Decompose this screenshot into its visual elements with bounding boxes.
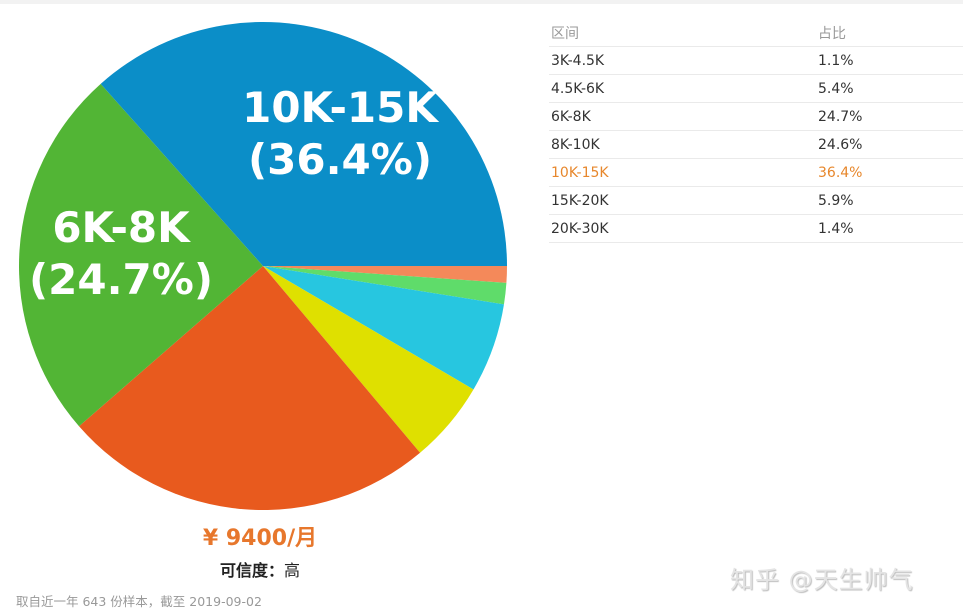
slice-label: 6K-8K	[52, 203, 191, 252]
pie-svg: 10K-15K(36.4%) 6K-8K(24.7%)	[19, 22, 507, 510]
pie-slice-3k-4.5k	[263, 266, 507, 283]
cell-range: 3K-4.5K	[549, 46, 816, 75]
pie-slice-20k-30k	[263, 266, 507, 305]
cell-share: 1.1%	[816, 46, 963, 75]
confidence-value: 高	[284, 561, 301, 580]
slice-label: (36.4%)	[248, 135, 432, 184]
table-row: 4.5K-6K 5.4%	[549, 74, 963, 103]
cell-range: 6K-8K	[549, 102, 816, 131]
salary-pie-chart: 10K-15K (36.4%) 6K-8K (24.7%)	[18, 22, 508, 512]
confidence-label: 可信度：	[219, 561, 284, 580]
distribution-table: 区间 占比 3K-4.5K 1.1% 4.5K-6K 5.4% 6K-8K 24.7%…	[549, 20, 963, 243]
cell-range: 20K-30K	[549, 214, 816, 243]
table-header-row: 区间 占比	[549, 20, 963, 47]
table-row: 3K-4.5K 1.1%	[549, 46, 963, 75]
pie-slice-4.5k-6k	[263, 266, 474, 453]
cell-range: 4.5K-6K	[549, 74, 816, 103]
pie-slice-8k-10k	[79, 266, 421, 510]
pie-slice-6k-8k	[19, 83, 263, 427]
pie-slice-15k-20k	[263, 266, 504, 390]
sample-footnote: 取自近一年 643 份样本，截至 2019-09-02	[16, 594, 262, 609]
table-row: 15K-20K 5.9%	[549, 186, 963, 215]
confidence: 可信度：高	[180, 557, 340, 581]
slice-label: (24.7%)	[29, 255, 213, 304]
top-border	[0, 0, 963, 4]
cell-share: 24.6%	[816, 130, 963, 159]
table-row: 20K-30K 1.4%	[549, 214, 963, 243]
header-share: 占比	[816, 20, 963, 47]
table-row: 10K-15K 36.4%	[549, 158, 963, 187]
cell-share: 5.9%	[816, 186, 963, 215]
cell-range: 8K-10K	[549, 130, 816, 159]
cell-share: 24.7%	[816, 102, 963, 131]
cell-share: 5.4%	[816, 74, 963, 103]
cell-share: 36.4%	[816, 158, 963, 187]
header-range: 区间	[549, 20, 816, 47]
cell-share: 1.4%	[816, 214, 963, 243]
slice-label: 10K-15K	[242, 83, 439, 132]
cell-range: 10K-15K	[549, 158, 816, 187]
zhihu-watermark: 知乎 @天生帅气	[730, 566, 914, 594]
table-row: 6K-8K 24.7%	[549, 102, 963, 131]
pie-slice-10k-15k	[100, 22, 507, 267]
average-salary: ¥ 9400/月	[202, 526, 318, 551]
table-row: 8K-10K 24.6%	[549, 130, 963, 159]
cell-range: 15K-20K	[549, 186, 816, 215]
